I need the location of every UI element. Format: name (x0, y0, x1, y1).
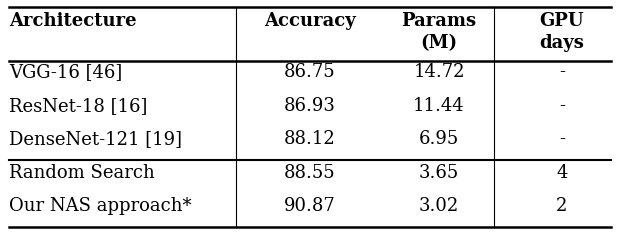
Text: 11.44: 11.44 (413, 97, 465, 115)
Text: 88.55: 88.55 (284, 164, 336, 182)
Text: DenseNet-121 [19]: DenseNet-121 [19] (9, 130, 182, 148)
Text: 3.02: 3.02 (419, 197, 459, 215)
Text: 86.75: 86.75 (284, 63, 336, 81)
Text: 14.72: 14.72 (414, 63, 465, 81)
Text: -: - (559, 130, 565, 148)
Text: Params
(M): Params (M) (402, 12, 477, 52)
Text: GPU
days: GPU days (539, 12, 585, 52)
Text: 86.93: 86.93 (284, 97, 336, 115)
Text: ResNet-18 [16]: ResNet-18 [16] (9, 97, 148, 115)
Text: -: - (559, 97, 565, 115)
Text: 3.65: 3.65 (419, 164, 459, 182)
Text: -: - (559, 63, 565, 81)
Text: Our NAS approach*: Our NAS approach* (9, 197, 192, 215)
Text: Accuracy: Accuracy (264, 12, 356, 30)
Text: Architecture: Architecture (9, 12, 136, 30)
Text: Random Search: Random Search (9, 164, 154, 182)
Text: 88.12: 88.12 (284, 130, 336, 148)
Text: 6.95: 6.95 (419, 130, 459, 148)
Text: VGG-16 [46]: VGG-16 [46] (9, 63, 122, 81)
Text: 90.87: 90.87 (284, 197, 336, 215)
Text: 2: 2 (556, 197, 567, 215)
Text: 4: 4 (556, 164, 567, 182)
